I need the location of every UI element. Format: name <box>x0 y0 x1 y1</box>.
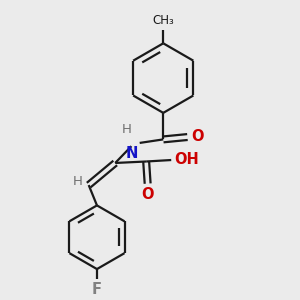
Text: F: F <box>92 282 102 297</box>
Text: O: O <box>191 129 203 144</box>
Text: N: N <box>125 146 138 161</box>
Text: H: H <box>122 123 132 136</box>
Text: OH: OH <box>174 152 199 167</box>
Text: O: O <box>141 187 154 202</box>
Text: H: H <box>72 175 82 188</box>
Text: CH₃: CH₃ <box>152 14 174 27</box>
